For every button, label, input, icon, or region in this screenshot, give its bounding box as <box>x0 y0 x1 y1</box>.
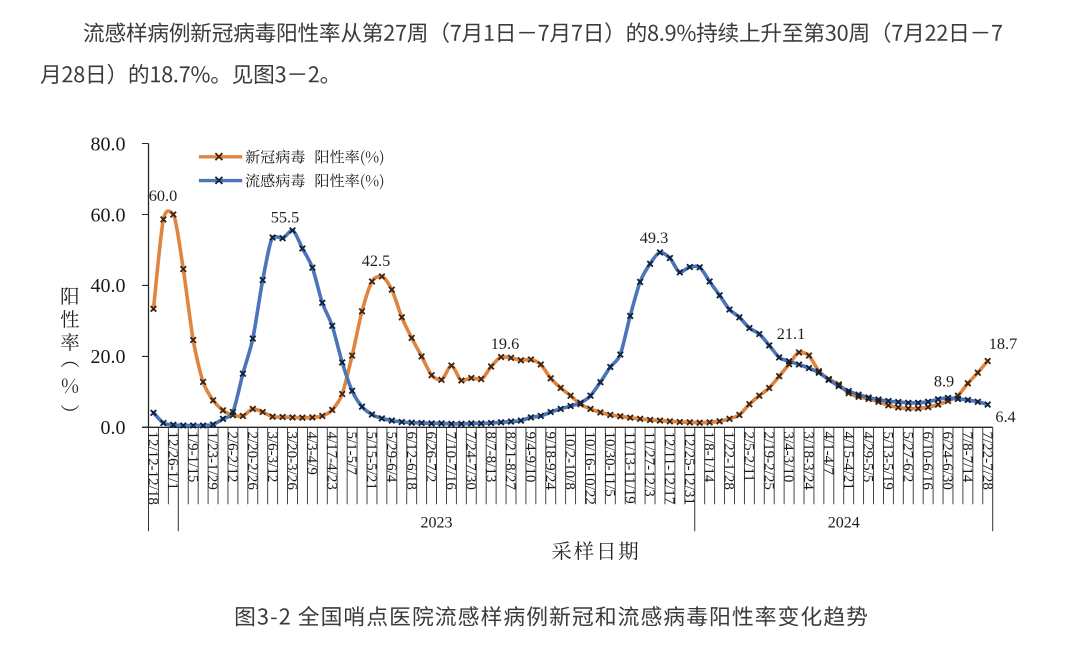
svg-text:10/16-10/22: 10/16-10/22 <box>582 432 598 505</box>
svg-text:8/7-8/13: 8/7-8/13 <box>482 432 498 483</box>
svg-text:6/26-7/2: 6/26-7/2 <box>423 432 439 483</box>
svg-text:7/24-7/30: 7/24-7/30 <box>462 432 478 490</box>
svg-text:19.6: 19.6 <box>491 334 520 353</box>
svg-text:7/8-7/14: 7/8-7/14 <box>959 432 975 483</box>
svg-text:1/23-1/29: 1/23-1/29 <box>204 432 220 490</box>
svg-text:60.0: 60.0 <box>149 186 178 205</box>
svg-text:42.5: 42.5 <box>362 251 391 270</box>
svg-text:6.4: 6.4 <box>995 407 1015 426</box>
svg-text:4/3-4/9: 4/3-4/9 <box>303 432 319 475</box>
svg-text:2024: 2024 <box>828 515 860 532</box>
svg-text:10/2-10/8: 10/2-10/8 <box>562 432 578 490</box>
svg-text:0.0: 0.0 <box>101 417 126 439</box>
svg-text:3/4-3/10: 3/4-3/10 <box>780 432 796 483</box>
svg-text:1/9-1/15: 1/9-1/15 <box>184 432 200 483</box>
svg-text:12/11-12/17: 12/11-12/17 <box>661 432 677 505</box>
svg-text:1/8-1/14: 1/8-1/14 <box>701 432 717 483</box>
svg-text:2/20-2/26: 2/20-2/26 <box>244 432 260 491</box>
svg-text:6/10-6/16: 6/10-6/16 <box>919 432 935 491</box>
svg-text:7/22-7/28: 7/22-7/28 <box>979 432 995 490</box>
svg-text:12/25-12/31: 12/25-12/31 <box>681 432 697 505</box>
svg-text:3/6-3/12: 3/6-3/12 <box>264 432 280 483</box>
svg-text:7/10-7/16: 7/10-7/16 <box>443 432 459 491</box>
svg-text:3/20-3/26: 3/20-3/26 <box>284 432 300 491</box>
svg-text:3/18-3/24: 3/18-3/24 <box>800 432 816 491</box>
svg-text:2/6-2/12: 2/6-2/12 <box>224 432 240 483</box>
svg-text:20.0: 20.0 <box>91 346 126 368</box>
svg-text:5/27-6/2: 5/27-6/2 <box>899 432 915 483</box>
svg-text:60.0: 60.0 <box>91 204 126 226</box>
svg-text:8.9: 8.9 <box>934 372 954 391</box>
svg-text:40.0: 40.0 <box>91 275 126 297</box>
svg-text:5/13-5/19: 5/13-5/19 <box>880 432 896 490</box>
svg-text:12/26-1/1: 12/26-1/1 <box>164 432 180 490</box>
svg-text:2/5-2/11: 2/5-2/11 <box>740 432 756 482</box>
svg-text:8/21-8/27: 8/21-8/27 <box>502 432 518 491</box>
svg-text:1/22-1/28: 1/22-1/28 <box>721 432 737 490</box>
svg-text:4/29-5/5: 4/29-5/5 <box>860 432 876 483</box>
svg-text:2/19-2/25: 2/19-2/25 <box>760 432 776 490</box>
svg-text:6/24-6/30: 6/24-6/30 <box>939 432 955 490</box>
svg-text:11/13-11/19: 11/13-11/19 <box>621 432 637 504</box>
svg-text:2023: 2023 <box>421 515 453 532</box>
svg-text:49.3: 49.3 <box>640 228 669 247</box>
svg-text:11/27-12/3: 11/27-12/3 <box>641 432 657 497</box>
svg-text:10/30-11/5: 10/30-11/5 <box>601 432 617 497</box>
svg-text:9/4-9/10: 9/4-9/10 <box>522 432 538 483</box>
svg-text:5/1-5/7: 5/1-5/7 <box>343 432 359 476</box>
svg-text:9/18-9/24: 9/18-9/24 <box>542 432 558 491</box>
svg-text:55.5: 55.5 <box>271 208 300 227</box>
svg-text:80.0: 80.0 <box>91 133 126 155</box>
svg-text:4/17-4/23: 4/17-4/23 <box>323 432 339 490</box>
svg-text:12/12-12/18: 12/12-12/18 <box>145 432 161 505</box>
svg-text:4/15-4/21: 4/15-4/21 <box>840 432 856 490</box>
svg-text:6/12-6/18: 6/12-6/18 <box>403 432 419 490</box>
svg-text:5/29-6/4: 5/29-6/4 <box>383 432 399 483</box>
svg-text:18.7: 18.7 <box>989 334 1018 353</box>
svg-text:5/15-5/21: 5/15-5/21 <box>363 432 379 490</box>
svg-text:4/1-4/7: 4/1-4/7 <box>820 432 836 476</box>
svg-text:21.1: 21.1 <box>777 324 806 343</box>
